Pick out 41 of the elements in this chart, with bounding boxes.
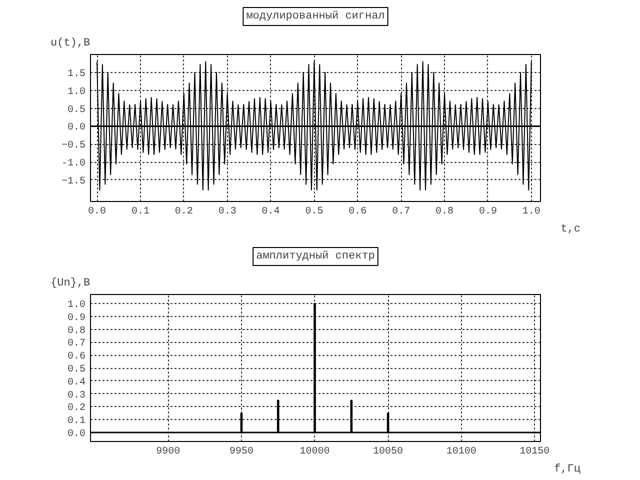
x-tick-label: 0.6 bbox=[348, 206, 367, 218]
x-tick-label: 0.9 bbox=[478, 206, 497, 218]
chart-title: модулированный сигнал bbox=[246, 10, 385, 22]
y-tick-label: 0.1 bbox=[67, 416, 86, 428]
y-tick-label: 0.7 bbox=[67, 338, 86, 350]
x-tick-label: 0.3 bbox=[218, 206, 236, 218]
x-axis-title: f,Гц bbox=[554, 464, 581, 476]
x-tick-label: 0.2 bbox=[174, 206, 193, 218]
x-tick-label: 0.1 bbox=[131, 206, 150, 218]
y-tick-label: 0.9 bbox=[67, 312, 86, 324]
y-tick-label: 1.5 bbox=[67, 68, 86, 80]
y-axis-title: u(t),В bbox=[50, 38, 91, 50]
y-tick-label: −1.5 bbox=[61, 176, 86, 188]
y-tick-label: 0.5 bbox=[67, 364, 86, 376]
x-tick-label: 9900 bbox=[156, 446, 180, 458]
y-axis-title: {Un},В bbox=[50, 278, 91, 290]
x-tick-label: 9950 bbox=[229, 446, 254, 458]
x-tick-label: 0.5 bbox=[305, 206, 324, 218]
chart-title: амплитудный спектр bbox=[256, 250, 375, 262]
x-tick-label: 0.4 bbox=[262, 206, 280, 218]
x-tick-label: 10050 bbox=[373, 446, 404, 458]
y-tick-label: 1.0 bbox=[67, 300, 86, 312]
y-tick-label: 0.6 bbox=[67, 352, 86, 363]
x-tick-label: 10150 bbox=[520, 446, 550, 458]
x-tick-label: 0.8 bbox=[436, 206, 454, 218]
x-tick-label: 10000 bbox=[300, 446, 330, 458]
x-tick-label: 1.0 bbox=[522, 206, 540, 218]
x-axis-title: t,с bbox=[560, 224, 581, 236]
x-tick-label: 10100 bbox=[446, 446, 476, 458]
y-tick-label: 0.0 bbox=[67, 428, 86, 440]
y-tick-label: 0.3 bbox=[67, 390, 86, 402]
y-tick-label: 1.0 bbox=[67, 86, 86, 98]
y-tick-label: 0.4 bbox=[67, 377, 86, 388]
y-tick-label: -1.0 bbox=[61, 158, 86, 170]
y-tick-label: 0.5 bbox=[67, 104, 86, 116]
y-tick-label: −0.5 bbox=[61, 140, 86, 152]
y-tick-label: 0.2 bbox=[67, 403, 86, 414]
y-tick-label: 0.0 bbox=[67, 122, 86, 134]
x-tick-label: 0.7 bbox=[392, 206, 410, 218]
y-tick-label: 0.8 bbox=[67, 326, 86, 337]
x-tick-label: 0.0 bbox=[88, 206, 106, 218]
